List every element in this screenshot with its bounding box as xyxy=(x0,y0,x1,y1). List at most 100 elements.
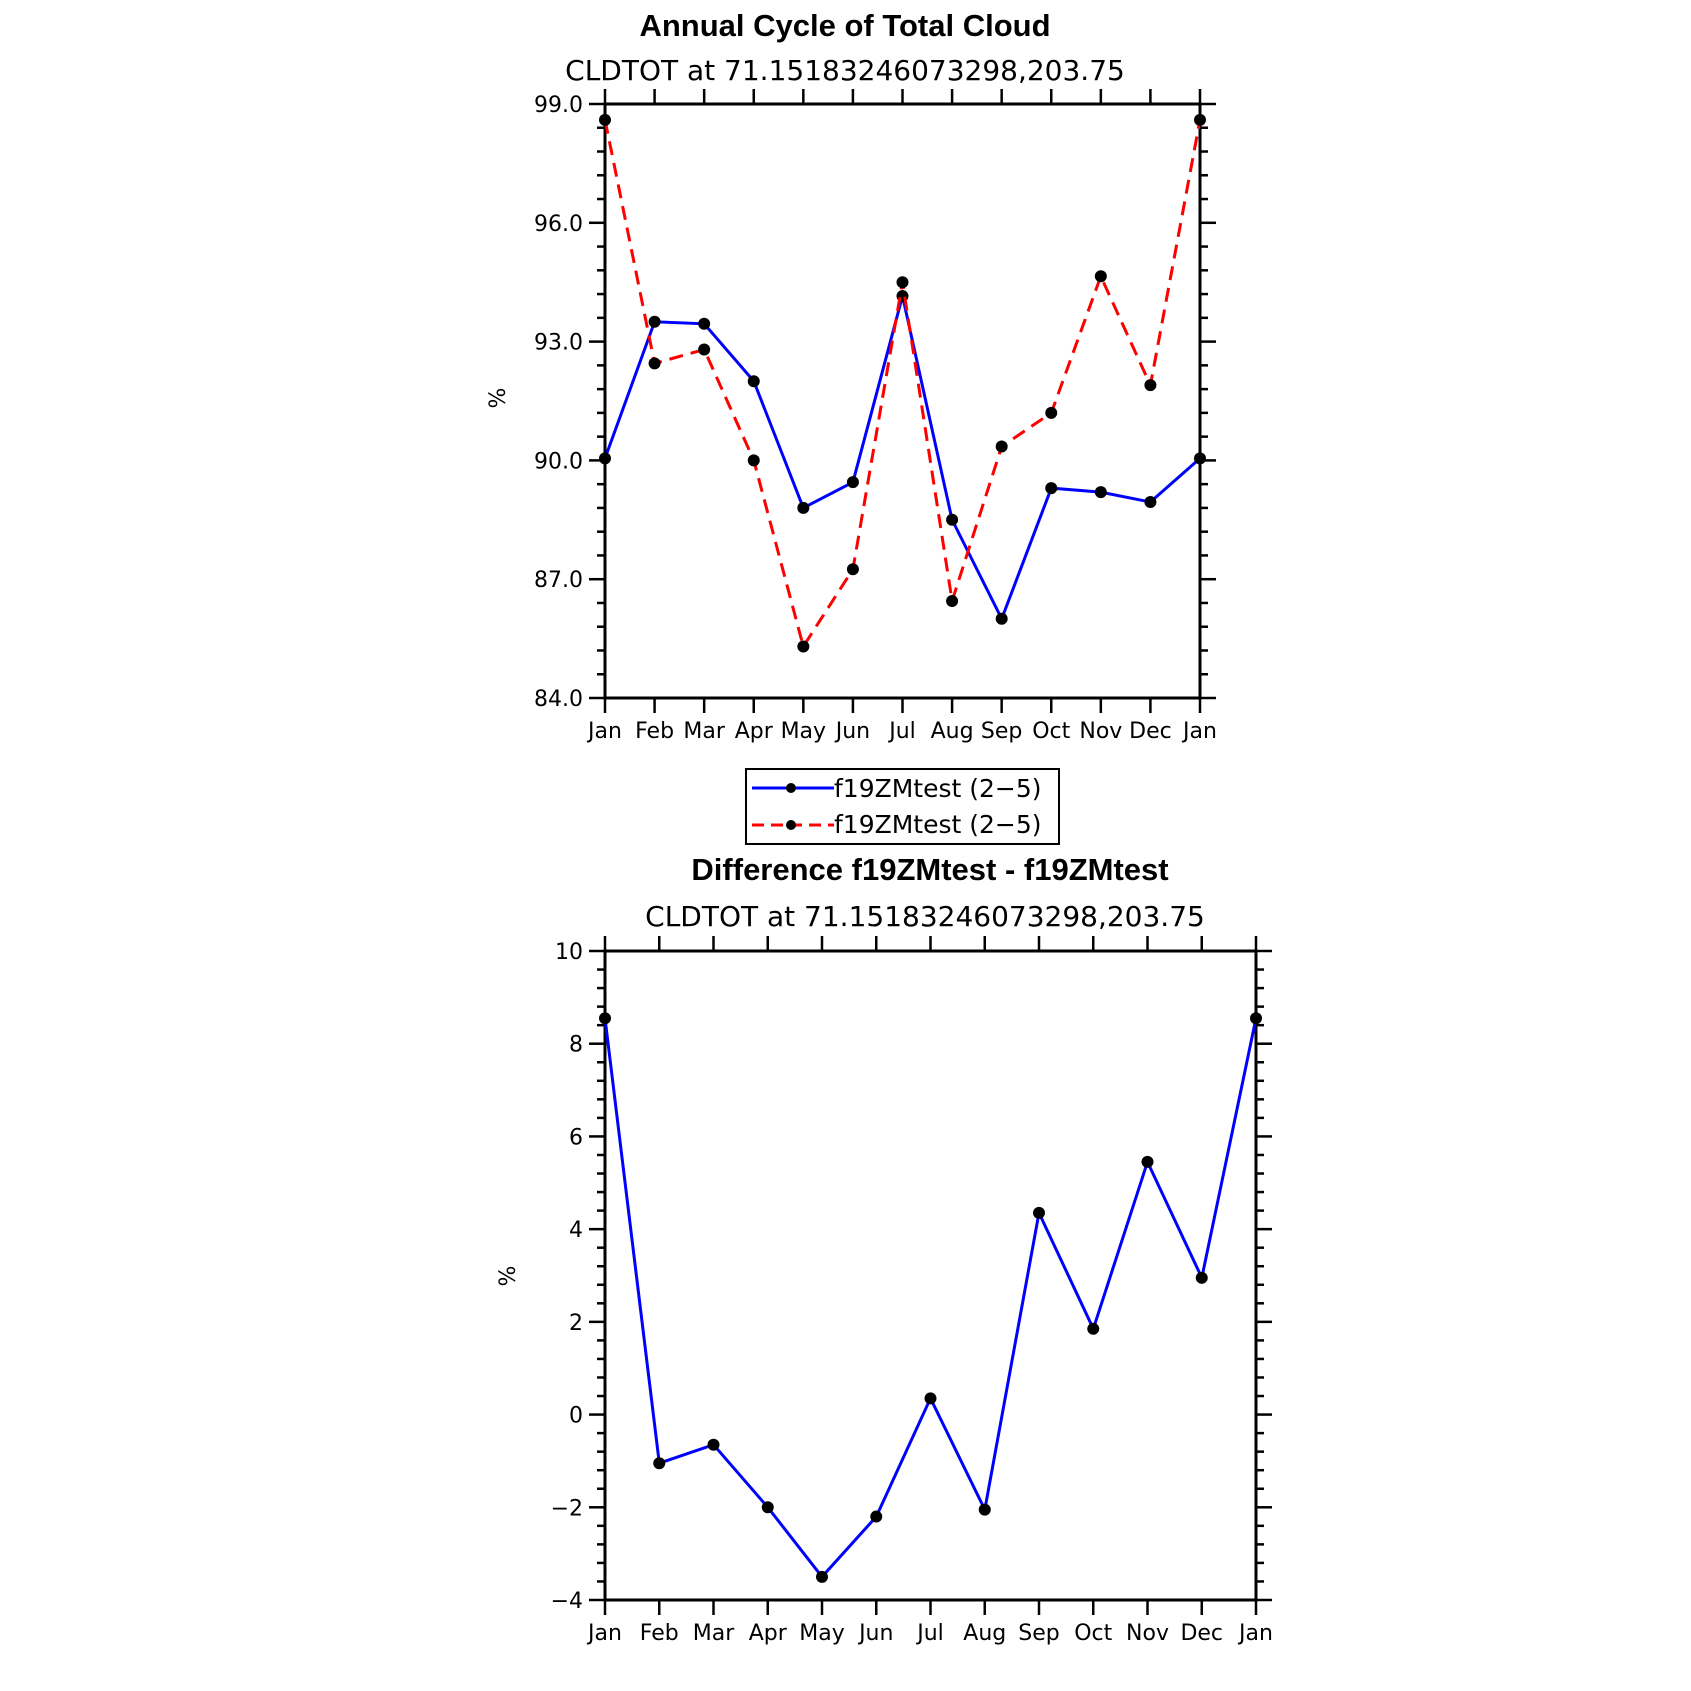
chart-annual-cycle: Annual Cycle of Total Cloud CLDTOT at 71… xyxy=(486,8,1217,744)
x-tick-label: Sep xyxy=(1018,1621,1059,1646)
x-tick-label: Aug xyxy=(963,1621,1006,1646)
legend-box xyxy=(745,768,1060,845)
plot-frame xyxy=(603,102,1202,700)
x-tick-label: Feb xyxy=(635,719,674,744)
data-point xyxy=(896,276,909,289)
x-tick-label: May xyxy=(781,719,826,744)
data-point xyxy=(1195,1271,1208,1284)
data-point xyxy=(1033,1206,1045,1219)
series-group xyxy=(599,1012,1262,1583)
data-point xyxy=(747,454,760,467)
y-tick-label: 93.0 xyxy=(534,331,583,356)
data-point xyxy=(761,1501,774,1514)
data-point xyxy=(995,612,1008,625)
y-tick-label: 4 xyxy=(569,1218,583,1243)
y-tick-label: 84.0 xyxy=(534,687,583,712)
y-tick-label: −4 xyxy=(551,1589,583,1614)
y-tick-label: 90.0 xyxy=(534,449,583,474)
data-point xyxy=(995,440,1008,453)
y-tick-label: 8 xyxy=(569,1033,583,1058)
x-tick-label: Jun xyxy=(834,719,870,744)
data-point xyxy=(846,563,859,576)
data-point xyxy=(1194,113,1206,126)
x-tick-label: Mar xyxy=(693,1621,735,1646)
x-tick-label: Apr xyxy=(749,1621,788,1646)
legend-label: f19ZMtest (2−5) xyxy=(834,774,1042,803)
x-tick-label: Mar xyxy=(683,719,725,744)
y-tick-label: −2 xyxy=(551,1496,583,1521)
x-tick-label: Jul xyxy=(887,719,916,744)
legend-marker xyxy=(786,820,796,830)
y-axis-label: % xyxy=(496,1266,521,1287)
x-tick-label: Nov xyxy=(1079,719,1122,744)
data-point xyxy=(599,113,611,126)
data-point xyxy=(846,476,859,489)
legend: f19ZMtest (2−5) f19ZMtest (2−5) xyxy=(745,768,1060,845)
x-tick-label: Aug xyxy=(931,719,974,744)
series-line xyxy=(603,1017,1258,1580)
x-tick-label: Dec xyxy=(1180,1621,1223,1646)
data-point xyxy=(870,1510,883,1523)
data-point xyxy=(1194,452,1206,465)
x-tick-label: Jan xyxy=(586,719,622,744)
data-point xyxy=(978,1503,991,1516)
x-tick-label: Jul xyxy=(915,1621,944,1646)
data-point xyxy=(946,513,959,526)
data-point xyxy=(747,375,760,388)
y-tick-label: 6 xyxy=(569,1125,583,1150)
y-axis-ticks: −4 −2 0 2 4 6 8 10 xyxy=(551,940,1272,1614)
chart-subtitle: CLDTOT at 71.15183246073298,203.75 xyxy=(645,900,1205,933)
data-point xyxy=(924,1392,937,1405)
x-tick-label: Oct xyxy=(1074,1621,1112,1646)
x-tick-label: May xyxy=(799,1621,844,1646)
data-point xyxy=(653,1457,666,1470)
data-point xyxy=(599,1012,611,1025)
x-tick-label: Sep xyxy=(981,719,1022,744)
x-tick-label: Jan xyxy=(1181,719,1217,744)
y-axis-ticks: 84.0 87.0 90.0 93.0 96.0 99.0 xyxy=(534,93,1216,712)
x-tick-label: Jun xyxy=(857,1621,893,1646)
y-tick-label: 0 xyxy=(569,1404,583,1429)
data-point xyxy=(707,1438,720,1451)
series-line xyxy=(603,119,1202,651)
x-tick-label: Jan xyxy=(586,1621,622,1646)
x-tick-label: Apr xyxy=(735,719,774,744)
data-point xyxy=(1144,379,1157,392)
plot-frame xyxy=(603,949,1258,1602)
chart-title: Difference f19ZMtest - f19ZMtest xyxy=(691,852,1168,887)
data-point xyxy=(1141,1155,1154,1168)
x-tick-label: Dec xyxy=(1129,719,1172,744)
data-point xyxy=(648,357,661,370)
data-point xyxy=(797,501,810,514)
data-point xyxy=(1045,406,1058,419)
y-tick-label: 96.0 xyxy=(534,212,583,237)
data-point xyxy=(648,315,661,328)
chart-difference: Difference f19ZMtest - f19ZMtest CLDTOT … xyxy=(496,852,1273,1646)
legend-marker xyxy=(786,783,796,793)
data-point xyxy=(1094,270,1107,283)
data-point xyxy=(816,1570,828,1583)
x-tick-label: Jan xyxy=(1237,1621,1273,1646)
chart-title: Annual Cycle of Total Cloud xyxy=(639,8,1050,43)
data-point xyxy=(698,317,711,330)
y-tick-label: 2 xyxy=(569,1311,583,1336)
y-tick-label: 99.0 xyxy=(534,93,583,118)
y-tick-label: 10 xyxy=(555,940,583,965)
data-point xyxy=(946,594,959,607)
data-point xyxy=(1087,1322,1100,1335)
series-line xyxy=(603,295,1201,623)
data-point xyxy=(1144,495,1157,508)
x-tick-label: Oct xyxy=(1032,719,1070,744)
x-axis-ticks: Jan Feb Mar Apr May Jun Jul Aug Sep Oct Nov Dec Jan xyxy=(586,89,1217,744)
legend-label: f19ZMtest (2−5) xyxy=(834,810,1042,839)
series-group xyxy=(599,113,1206,653)
x-tick-label: Nov xyxy=(1126,1621,1169,1646)
x-axis-ticks: Jan Feb Mar Apr May Jun Jul Aug Sep Oct Nov Dec Jan xyxy=(586,936,1273,1646)
y-axis-label: % xyxy=(486,388,511,409)
y-tick-label: 87.0 xyxy=(534,568,583,593)
data-point xyxy=(698,343,711,356)
data-point xyxy=(1250,1012,1262,1025)
data-point xyxy=(599,452,611,465)
data-point xyxy=(1045,482,1058,495)
